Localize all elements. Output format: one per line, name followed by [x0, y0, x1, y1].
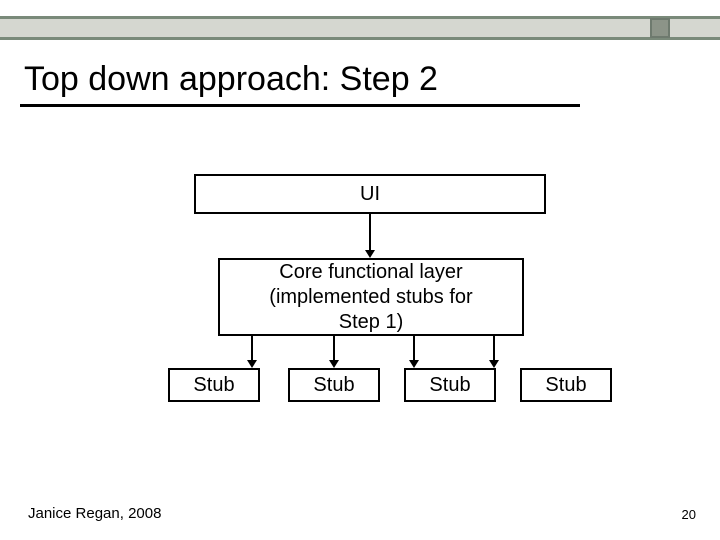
node-core-label-line: (implemented stubs for [269, 285, 472, 310]
decorative-band [0, 16, 720, 40]
node-core: Core functional layer(implemented stubs … [218, 258, 524, 336]
arrow-head-icon [247, 360, 257, 368]
slide-title: Top down approach: Step 2 [24, 60, 438, 99]
page-number: 20 [682, 507, 696, 522]
arrow-shaft [493, 336, 495, 360]
node-s2-label-line: Stub [313, 373, 354, 398]
arrow-head-icon [409, 360, 419, 368]
slide: Top down approach: Step 2 UI Core functio… [0, 0, 720, 540]
arrow-core-to-s3 [409, 336, 419, 368]
node-ui-label-line: UI [360, 182, 380, 207]
arrow-shaft [413, 336, 415, 360]
arrow-core-to-s4 [489, 336, 499, 368]
arrow-core-to-s2 [329, 336, 339, 368]
node-s2: Stub [288, 368, 380, 402]
arrow-shaft [251, 336, 253, 360]
title-underline [20, 104, 580, 107]
arrow-shaft [369, 214, 371, 250]
arrow-head-icon [365, 250, 375, 258]
node-core-label-line: Core functional layer [279, 260, 462, 285]
node-s3-label-line: Stub [429, 373, 470, 398]
arrow-head-icon [329, 360, 339, 368]
node-s1-label-line: Stub [193, 373, 234, 398]
node-s4-label-line: Stub [545, 373, 586, 398]
node-core-label-line: Step 1) [339, 310, 403, 335]
node-s1: Stub [168, 368, 260, 402]
node-s4: Stub [520, 368, 612, 402]
arrow-shaft [333, 336, 335, 360]
decorative-corner-square [650, 18, 670, 38]
node-ui: UI [194, 174, 546, 214]
arrow-core-to-s1 [247, 336, 257, 368]
node-s3: Stub [404, 368, 496, 402]
arrow-head-icon [489, 360, 499, 368]
arrow-ui-to-core [365, 214, 375, 258]
footer-author: Janice Regan, 2008 [28, 505, 161, 522]
